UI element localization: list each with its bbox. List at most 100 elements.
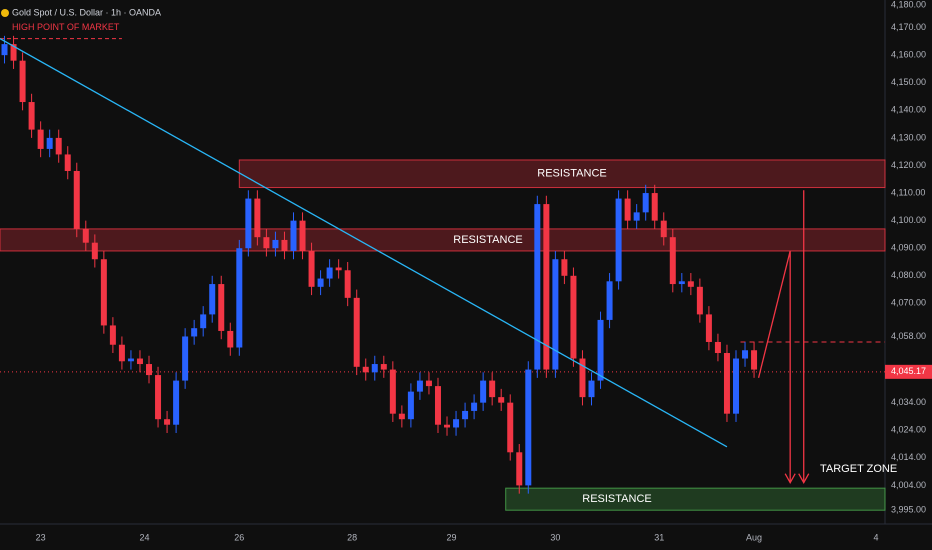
- projection-arrowhead: [784, 473, 796, 484]
- candle-body: [236, 248, 243, 348]
- projection: [757, 250, 791, 483]
- candle-body: [615, 198, 622, 282]
- x-tick-label: Aug: [746, 532, 762, 542]
- zone: [0, 228, 886, 252]
- candle-body: [552, 259, 559, 370]
- zone-label: RESISTANCE: [537, 168, 606, 180]
- candle-body: [705, 314, 712, 342]
- candle-body: [290, 220, 297, 251]
- y-tick-label: 4,004.00: [891, 480, 926, 490]
- candle-body: [525, 369, 532, 486]
- symbol-icon: [1, 9, 9, 17]
- candle-body: [597, 319, 604, 381]
- candle-body: [191, 328, 198, 337]
- candle-body: [624, 198, 631, 221]
- candle-body: [714, 341, 721, 354]
- candle-body: [155, 375, 162, 420]
- x-tick-label: 30: [550, 532, 560, 542]
- y-tick-label: 4,160.00: [891, 50, 926, 60]
- candle-body: [299, 220, 306, 251]
- candle-body: [425, 380, 432, 387]
- candle-body: [462, 410, 469, 420]
- candle-body: [669, 237, 676, 285]
- x-tick-label: 31: [654, 532, 664, 542]
- trendline: [0, 38, 728, 448]
- candle-body: [687, 281, 694, 287]
- chart-title: Gold Spot / U.S. Dollar · 1h · OANDA: [12, 7, 161, 17]
- y-tick-label: 4,058.00: [891, 331, 926, 341]
- x-tick-label: 4: [873, 532, 878, 542]
- candle-body: [534, 204, 541, 370]
- candle-body: [82, 228, 89, 243]
- candle-body: [91, 242, 98, 260]
- candle-body: [136, 358, 143, 365]
- y-tick-label: 4,080.00: [891, 270, 926, 280]
- last-price-label: 4,045.17: [891, 366, 926, 376]
- x-tick-label: 24: [139, 532, 149, 542]
- high-point-label: HIGH POINT OF MARKET: [12, 22, 120, 32]
- y-tick-label: 4,014.00: [891, 452, 926, 462]
- candle-body: [407, 391, 414, 420]
- candle-body: [471, 402, 478, 411]
- candle-body: [561, 259, 568, 276]
- candle-body: [326, 267, 333, 279]
- candle-body: [1, 44, 8, 56]
- candle-body: [146, 364, 153, 376]
- candle-body: [696, 286, 703, 315]
- candle-body: [353, 297, 360, 367]
- candle-body: [10, 44, 17, 61]
- candle-body: [642, 193, 649, 213]
- candle-body: [651, 193, 658, 221]
- candle-body: [209, 284, 216, 315]
- y-tick-label: 4,130.00: [891, 132, 926, 142]
- y-tick-label: 4,140.00: [891, 105, 926, 115]
- zone: [238, 159, 886, 189]
- candle-body: [64, 154, 71, 171]
- y-tick-label: 4,100.00: [891, 215, 926, 225]
- candle-body: [444, 424, 451, 428]
- candle-body: [182, 336, 189, 381]
- candle-body: [416, 380, 423, 392]
- candle-body: [344, 270, 351, 298]
- candle-body: [218, 284, 225, 331]
- candle-body: [317, 278, 324, 287]
- y-tick-label: 4,034.00: [891, 397, 926, 407]
- candle-body: [498, 397, 505, 403]
- x-tick-label: 28: [347, 532, 357, 542]
- candle-body: [37, 129, 44, 149]
- y-tick-label: 4,110.00: [891, 187, 925, 197]
- projection-arrowhead: [798, 473, 810, 484]
- candle-body: [100, 259, 107, 326]
- candle-body: [362, 366, 369, 373]
- y-tick-label: 4,150.00: [891, 77, 926, 87]
- x-tick-label: 29: [447, 532, 457, 542]
- candle-body: [606, 281, 613, 320]
- candle-body: [570, 275, 577, 359]
- candle-body: [489, 380, 496, 398]
- x-tick-label: 23: [36, 532, 46, 542]
- candle-body: [173, 380, 180, 425]
- candle-body: [127, 358, 134, 362]
- candle-body: [254, 198, 261, 238]
- candle-body: [335, 267, 342, 271]
- x-tick-label: 26: [234, 532, 244, 542]
- candle-body: [480, 380, 487, 403]
- candle-body: [678, 281, 685, 285]
- candle-body: [543, 204, 550, 370]
- candle-body: [516, 452, 523, 486]
- candle-body: [73, 170, 80, 229]
- candle-body: [742, 350, 749, 359]
- candle-body: [272, 239, 279, 249]
- candle-body: [308, 250, 315, 287]
- y-tick-label: 4,090.00: [891, 243, 926, 253]
- y-tick-label: 4,120.00: [891, 160, 926, 170]
- y-tick-label: 4,070.00: [891, 298, 926, 308]
- candle-body: [588, 380, 595, 398]
- candle-body: [380, 364, 387, 370]
- candle-body: [19, 60, 26, 103]
- candle-body: [732, 358, 739, 414]
- candle-body: [453, 419, 460, 428]
- candle-body: [579, 358, 586, 398]
- candle-body: [633, 212, 640, 221]
